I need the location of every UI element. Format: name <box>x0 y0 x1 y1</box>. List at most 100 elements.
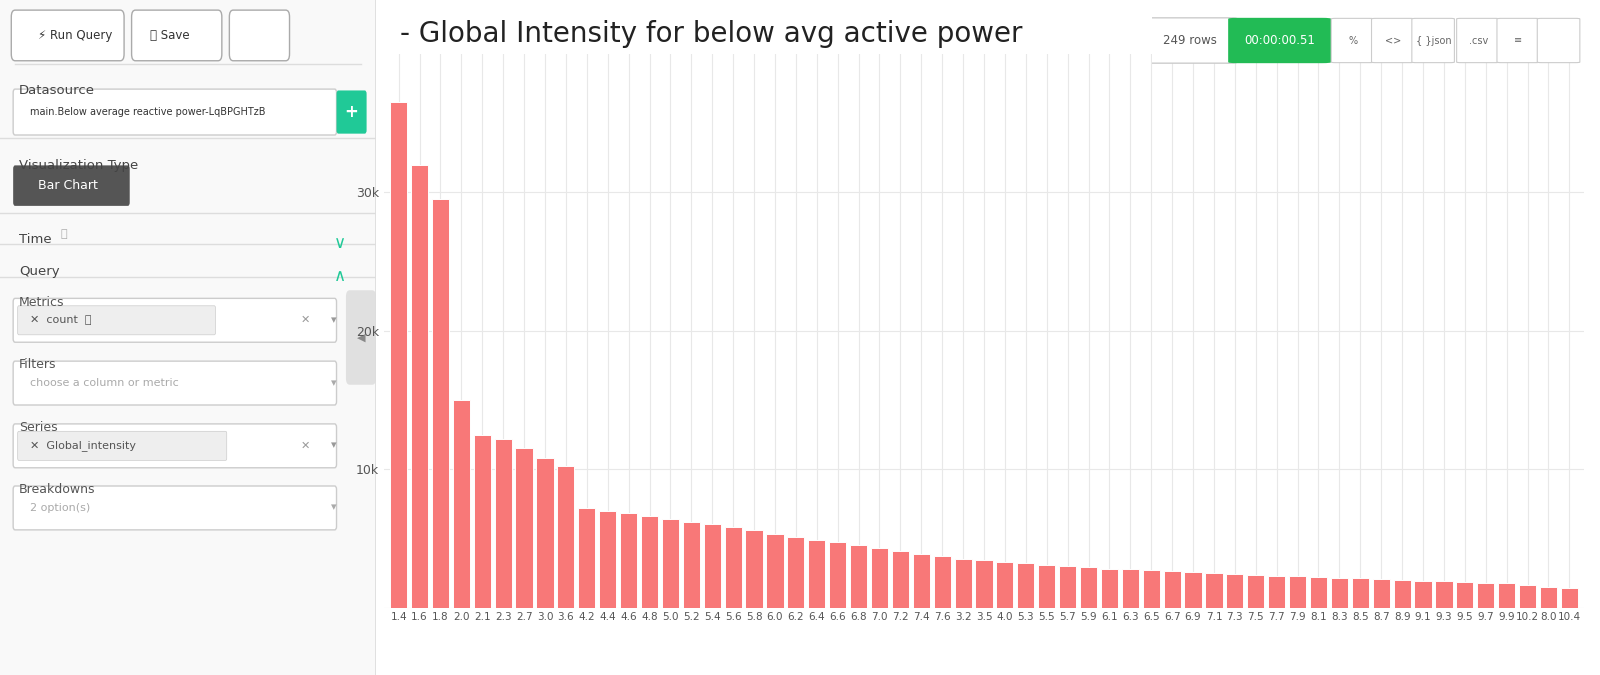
Text: ▾: ▾ <box>331 378 336 387</box>
FancyBboxPatch shape <box>1331 18 1374 63</box>
Text: Metrics: Metrics <box>19 296 64 308</box>
Bar <box>1477 583 1494 608</box>
Bar <box>390 103 408 608</box>
Text: Breakdowns: Breakdowns <box>19 483 96 495</box>
Bar <box>1560 588 1578 608</box>
FancyBboxPatch shape <box>13 165 130 206</box>
Bar <box>432 199 450 608</box>
Text: ▾: ▾ <box>331 503 336 512</box>
Bar <box>642 516 658 608</box>
Bar <box>1310 577 1326 608</box>
Bar <box>557 466 574 608</box>
Text: ◀: ◀ <box>357 333 365 342</box>
Bar <box>1059 566 1077 608</box>
FancyBboxPatch shape <box>229 10 290 61</box>
Bar <box>474 435 491 608</box>
Text: 2 option(s): 2 option(s) <box>30 503 90 512</box>
FancyBboxPatch shape <box>1456 18 1499 63</box>
Bar <box>1331 578 1347 608</box>
Bar <box>766 534 784 608</box>
Bar <box>934 556 950 608</box>
FancyBboxPatch shape <box>336 90 366 134</box>
Bar <box>1435 581 1453 608</box>
Bar <box>1373 579 1390 608</box>
Text: choose a column or metric: choose a column or metric <box>30 378 179 387</box>
Text: Time: Time <box>19 233 51 246</box>
FancyBboxPatch shape <box>13 89 336 135</box>
Text: %: % <box>1349 36 1357 45</box>
Text: ∧: ∧ <box>334 267 346 285</box>
Bar <box>662 519 678 608</box>
Bar <box>746 530 763 608</box>
Text: 249 rows: 249 rows <box>1163 34 1218 47</box>
Text: ⓘ: ⓘ <box>61 230 67 240</box>
Bar <box>955 559 971 608</box>
Bar <box>976 560 992 608</box>
Bar <box>912 554 930 608</box>
Bar <box>494 439 512 608</box>
Text: Visualization Type: Visualization Type <box>19 159 138 171</box>
Text: .csv: .csv <box>1469 36 1488 45</box>
Bar <box>1269 576 1285 608</box>
Text: ▾: ▾ <box>331 441 336 450</box>
FancyBboxPatch shape <box>18 306 216 335</box>
Bar <box>1414 580 1432 608</box>
Text: ▾: ▾ <box>331 315 336 325</box>
Text: Series: Series <box>19 421 58 433</box>
Bar <box>1163 571 1181 608</box>
Bar <box>1080 568 1098 608</box>
Bar <box>1248 575 1264 608</box>
Text: <>: <> <box>1386 36 1402 45</box>
Text: +: + <box>344 103 358 121</box>
FancyBboxPatch shape <box>1229 18 1331 63</box>
FancyBboxPatch shape <box>13 424 336 468</box>
Bar <box>1205 573 1222 608</box>
Text: ✕: ✕ <box>301 441 310 450</box>
Bar <box>621 514 637 608</box>
Bar <box>787 537 805 608</box>
Text: Datasource: Datasource <box>19 84 94 97</box>
Bar <box>683 522 699 608</box>
Bar <box>1539 587 1557 608</box>
Text: ∨: ∨ <box>334 234 346 252</box>
Text: ⚡ Run Query: ⚡ Run Query <box>38 28 112 42</box>
FancyBboxPatch shape <box>13 486 336 530</box>
Text: 💾 Save: 💾 Save <box>150 28 190 42</box>
FancyBboxPatch shape <box>346 290 376 385</box>
Bar <box>829 543 846 608</box>
Bar <box>891 551 909 608</box>
Bar <box>1184 572 1202 608</box>
Bar <box>1518 585 1536 608</box>
Text: Query: Query <box>19 265 59 277</box>
Bar <box>598 510 616 608</box>
Bar <box>515 448 533 608</box>
Text: ≡: ≡ <box>1515 36 1523 45</box>
Text: Bar Chart: Bar Chart <box>38 179 98 192</box>
Bar <box>536 458 554 608</box>
FancyBboxPatch shape <box>1142 18 1237 63</box>
Text: - Global Intensity for below avg active power: - Global Intensity for below avg active … <box>400 20 1022 48</box>
Bar <box>1394 580 1411 608</box>
Bar <box>1018 563 1034 608</box>
Bar <box>453 400 470 608</box>
Bar <box>704 524 720 608</box>
FancyBboxPatch shape <box>11 10 125 61</box>
Bar <box>808 540 826 608</box>
Bar <box>578 508 595 608</box>
Bar <box>997 562 1013 608</box>
FancyBboxPatch shape <box>13 298 336 342</box>
Bar <box>870 548 888 608</box>
FancyBboxPatch shape <box>1371 18 1414 63</box>
Text: ✕  count  ⓘ: ✕ count ⓘ <box>30 315 91 325</box>
FancyBboxPatch shape <box>1411 18 1454 63</box>
Bar <box>850 545 867 608</box>
Bar <box>1456 582 1474 608</box>
Bar <box>725 527 742 608</box>
Bar <box>1290 576 1306 608</box>
FancyBboxPatch shape <box>1498 18 1539 63</box>
FancyBboxPatch shape <box>1538 18 1579 63</box>
Text: ✕: ✕ <box>301 315 310 325</box>
Text: { }json: { }json <box>1416 36 1451 45</box>
Bar <box>1352 578 1370 608</box>
Text: ✕  Global_intensity: ✕ Global_intensity <box>30 440 136 451</box>
